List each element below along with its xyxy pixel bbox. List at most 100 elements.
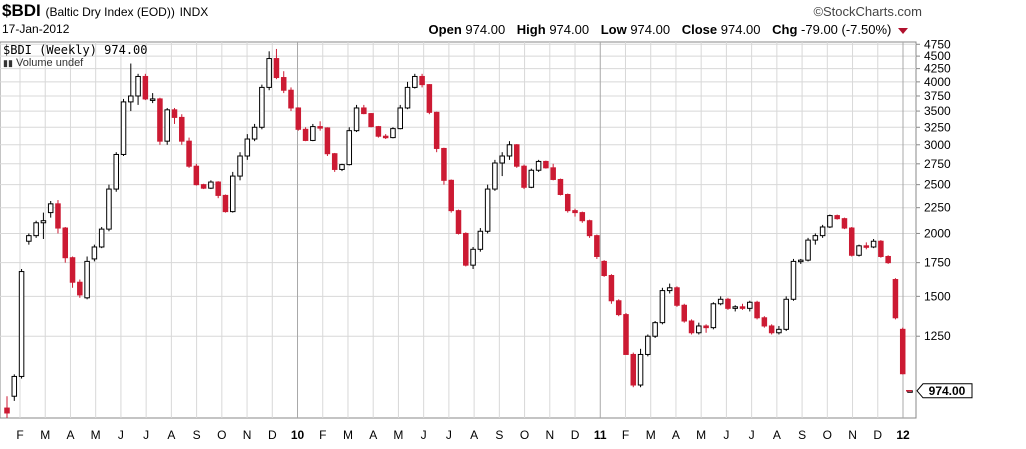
candles [4, 48, 913, 418]
candle [251, 123, 258, 142]
candle [346, 127, 353, 166]
candle [448, 179, 454, 213]
candle-body [761, 317, 768, 327]
candle-body [645, 335, 651, 355]
candle [754, 300, 760, 320]
candle [608, 274, 615, 304]
candle [200, 183, 207, 190]
candle [848, 226, 855, 257]
candle-body [40, 220, 47, 224]
candle-body [244, 138, 251, 157]
candle [637, 348, 644, 388]
candle-body [630, 353, 637, 386]
candle [404, 81, 411, 110]
candle [84, 256, 90, 300]
candle-body [543, 160, 549, 169]
y-tick-label: 3250 [924, 120, 951, 134]
candle-body [390, 128, 396, 139]
chg-value: -79.00 (-7.50%) [801, 22, 892, 37]
candle [164, 107, 170, 145]
candle-body [157, 98, 163, 142]
candle-body [819, 226, 826, 237]
x-tick-label: F [319, 428, 326, 442]
candle-body [375, 126, 382, 137]
candle-body [870, 240, 877, 248]
candle-body [149, 98, 156, 101]
candle-body [91, 246, 98, 260]
candle [361, 104, 367, 115]
candle-body [652, 322, 658, 337]
candle [302, 127, 309, 142]
candle [477, 228, 484, 252]
candle [681, 303, 688, 323]
candle-body [215, 181, 221, 196]
candle-body [288, 89, 294, 109]
candle [237, 152, 243, 181]
candle-body [514, 144, 520, 167]
candle-body [499, 155, 505, 164]
candle [615, 299, 622, 317]
candle [266, 51, 272, 91]
y-tick-label: 3000 [924, 138, 951, 152]
candle [310, 123, 316, 142]
low-label: Low [600, 22, 627, 37]
candle-body [572, 210, 578, 214]
candle [208, 180, 214, 190]
x-tick-label: 12 [896, 428, 910, 442]
candle [557, 178, 564, 196]
y-tick-label: 4500 [924, 49, 951, 63]
candle [215, 181, 221, 199]
candle-body [98, 228, 105, 248]
candle-body [331, 153, 338, 170]
candle [77, 279, 83, 298]
y-tick-label: 3750 [924, 89, 951, 103]
candle-body [798, 259, 804, 263]
x-tick-label: A [773, 428, 781, 442]
high-value: 974.00 [549, 22, 590, 37]
candle [470, 246, 476, 269]
candle-body [848, 227, 855, 256]
candle [382, 134, 389, 140]
x-tick-label: F [622, 428, 629, 442]
candle [725, 297, 731, 310]
x-tick-label: 11 [594, 428, 607, 442]
candle [688, 319, 695, 335]
volume-bars-icon: ▮▮ [3, 58, 13, 68]
candle [623, 313, 629, 355]
volume-legend: ▮▮ Volume undef [3, 57, 83, 69]
candle [812, 233, 819, 245]
candle-body [528, 169, 535, 188]
candle [878, 240, 884, 258]
candle-body [412, 75, 418, 88]
candle-body [637, 353, 644, 386]
candle [317, 121, 323, 131]
candle [339, 163, 345, 172]
candle-body [557, 178, 564, 195]
symbol-title: $BDI (Baltic Dry Index (EOD)) INDX [2, 1, 208, 21]
candle [433, 111, 440, 153]
close-label: Close [681, 22, 718, 37]
candle-body [892, 279, 899, 319]
chart-header: $BDI (Baltic Dry Index (EOD)) INDX 17-Ja… [0, 0, 1026, 42]
x-tick-label: O [520, 428, 529, 442]
candle [819, 224, 826, 238]
candle [630, 352, 637, 388]
candle-body [623, 314, 629, 355]
candle-body [280, 77, 287, 91]
x-tick-label: O [217, 428, 226, 442]
candle [106, 184, 112, 232]
x-tick-label: N [848, 428, 857, 442]
exchange: INDX [179, 5, 209, 19]
candle [324, 127, 331, 156]
candle [805, 237, 811, 262]
candle [645, 334, 651, 357]
candle [426, 84, 433, 115]
brand-logo[interactable]: ©StockCharts.com [813, 4, 922, 19]
candle [113, 152, 119, 192]
x-tick-label: J [446, 428, 452, 442]
ohlc-readout: Open 974.00 High 974.00 Low 974.00 Close… [429, 22, 908, 37]
candle [506, 141, 513, 160]
candle-body [776, 328, 782, 334]
candle [157, 97, 163, 145]
